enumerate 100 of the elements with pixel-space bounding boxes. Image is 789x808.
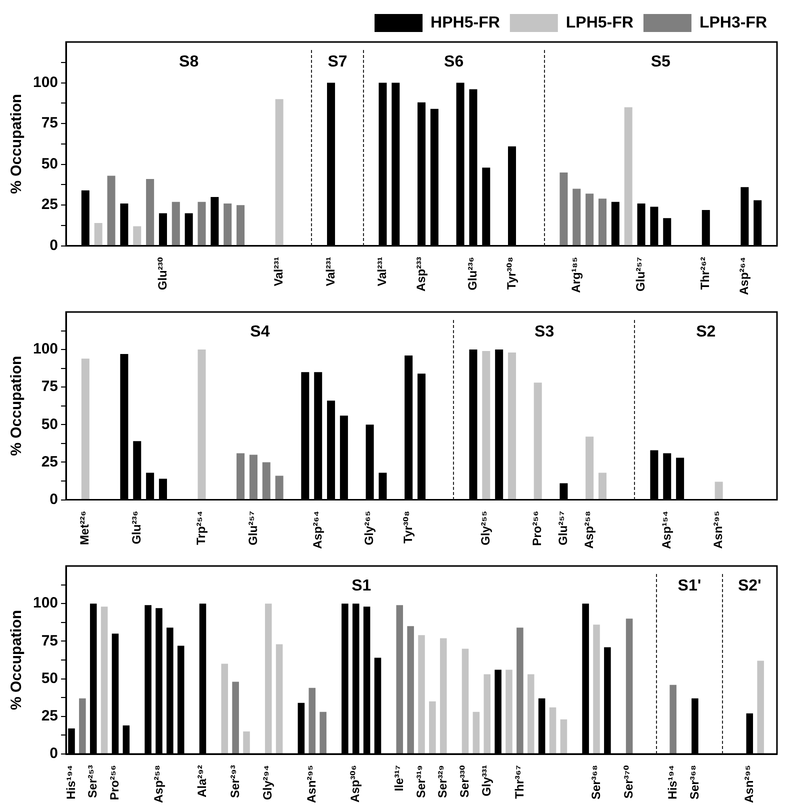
x-tick-label: Glu²⁵⁷: [246, 510, 260, 546]
y-tick-label: 75: [41, 114, 58, 132]
bar: [232, 682, 239, 754]
bar: [407, 626, 414, 754]
y-axis-title: % Occupation: [8, 356, 26, 456]
x-tick-label: Trp²⁵⁴: [194, 510, 208, 546]
x-tick-label: Glu²⁵⁷: [634, 256, 648, 292]
x-tick-label: Met²²⁶: [78, 510, 92, 545]
bar: [508, 352, 516, 500]
x-tick-label: Thr²⁶²: [698, 256, 712, 290]
x-tick-label: Glu²³⁰: [155, 256, 170, 290]
x-tick-label: Gly²⁶⁵: [362, 510, 376, 546]
x-tick-label: His¹⁹⁴: [64, 764, 78, 800]
x-tick-label: Ser³³⁰: [458, 765, 472, 798]
bar: [418, 635, 425, 754]
y-tick-label: 100: [32, 74, 58, 91]
bar: [714, 482, 723, 500]
y-tick-label: 100: [32, 340, 58, 358]
x-tick-label: Glu²⁵⁷: [556, 510, 570, 546]
bar: [472, 712, 480, 754]
bar: [482, 351, 490, 500]
x-tick-label: Ser³¹⁹: [414, 765, 428, 798]
x-tick-label: Ser³⁷⁰: [622, 765, 636, 799]
x-tick-label: Ser²⁵³: [86, 765, 100, 798]
x-tick-label: Ser³⁶⁸: [588, 765, 603, 800]
y-axis-title: % Occupation: [8, 610, 26, 710]
x-tick-label: Ala²⁹²: [195, 765, 210, 798]
legend-label: HPH5-FR: [430, 14, 500, 32]
bar: [243, 731, 250, 754]
bar: [276, 644, 283, 754]
bar: [81, 358, 90, 500]
x-tick-label: Val²³¹: [323, 256, 338, 286]
bar: [757, 660, 764, 754]
bar: [549, 707, 556, 754]
x-tick-label: Gly³³¹: [479, 765, 494, 796]
x-tick-label: Gly²⁹⁴: [260, 764, 275, 800]
bar: [133, 226, 142, 246]
x-tick-label: Ser³⁶⁸: [687, 765, 702, 800]
annotation: S1: [352, 577, 372, 594]
bar: [264, 604, 272, 754]
y-tick-label: 25: [41, 708, 58, 725]
y-tick-label: 100: [32, 594, 58, 612]
x-tick-label: Asp²⁶⁴: [736, 256, 751, 296]
x-tick-label: Arg¹⁸⁵: [568, 256, 583, 293]
bar: [396, 605, 404, 754]
bar: [172, 202, 180, 246]
bar: [586, 194, 594, 246]
bar: [560, 172, 568, 246]
y-tick-label: 50: [41, 670, 58, 687]
y-tick-label: 25: [41, 196, 58, 214]
bar: [626, 618, 633, 754]
annotation: S1': [678, 577, 702, 594]
bar: [586, 436, 594, 500]
bar: [560, 719, 568, 754]
bar: [506, 670, 512, 754]
annotation: S6: [444, 53, 464, 70]
x-tick-label: Asp¹⁵⁴: [659, 510, 674, 550]
bar: [462, 648, 469, 754]
bar: [236, 205, 245, 246]
bar: [429, 701, 436, 754]
bar: [534, 382, 542, 500]
bar: [198, 350, 206, 500]
x-tick-label: Asn²⁹⁵: [304, 765, 318, 803]
bar: [100, 606, 108, 754]
bar: [598, 472, 606, 500]
x-tick-label: Tyr³⁰⁸: [504, 256, 518, 290]
y-axis-title: % Occupation: [8, 94, 26, 194]
bar: [79, 698, 86, 754]
x-tick-label: Asn²⁹⁵: [742, 765, 756, 803]
bar: [484, 674, 491, 754]
bar: [275, 476, 284, 500]
x-tick-label: Asp³⁰⁶: [348, 765, 362, 802]
bar: [146, 179, 154, 246]
annotation: S2': [738, 577, 762, 594]
bar: [440, 638, 447, 754]
y-tick-label: 0: [50, 490, 58, 508]
legend-label: LPH3-FR: [699, 14, 768, 32]
y-tick-label: 0: [50, 745, 58, 762]
x-tick-label: Ser²⁹³: [228, 765, 242, 798]
bar: [275, 99, 284, 246]
bar: [670, 684, 676, 754]
annotation: S2: [696, 323, 716, 340]
annotation: S8: [179, 53, 199, 70]
legend-label: LPH5-FR: [566, 14, 634, 32]
x-tick-label: Ile³¹⁷: [392, 764, 406, 792]
bar: [308, 688, 316, 754]
x-tick-label: Glu²³⁶: [129, 510, 144, 544]
annotation: S5: [650, 53, 671, 70]
annotation: S7: [328, 53, 348, 70]
y-tick-label: 75: [41, 378, 58, 396]
x-tick-label: His¹⁹⁴: [665, 764, 680, 800]
annotation: S3: [534, 323, 554, 340]
x-tick-label: Gly²⁵⁵: [478, 510, 492, 546]
bar: [320, 712, 326, 754]
bar: [249, 454, 258, 500]
x-tick-label: Thr³⁶⁷: [512, 764, 526, 799]
x-tick-label: Asp²⁵⁸: [151, 765, 166, 803]
x-tick-label: Val²³¹: [375, 256, 390, 286]
bar: [262, 462, 270, 500]
x-tick-label: Glu²³⁶: [466, 256, 480, 290]
